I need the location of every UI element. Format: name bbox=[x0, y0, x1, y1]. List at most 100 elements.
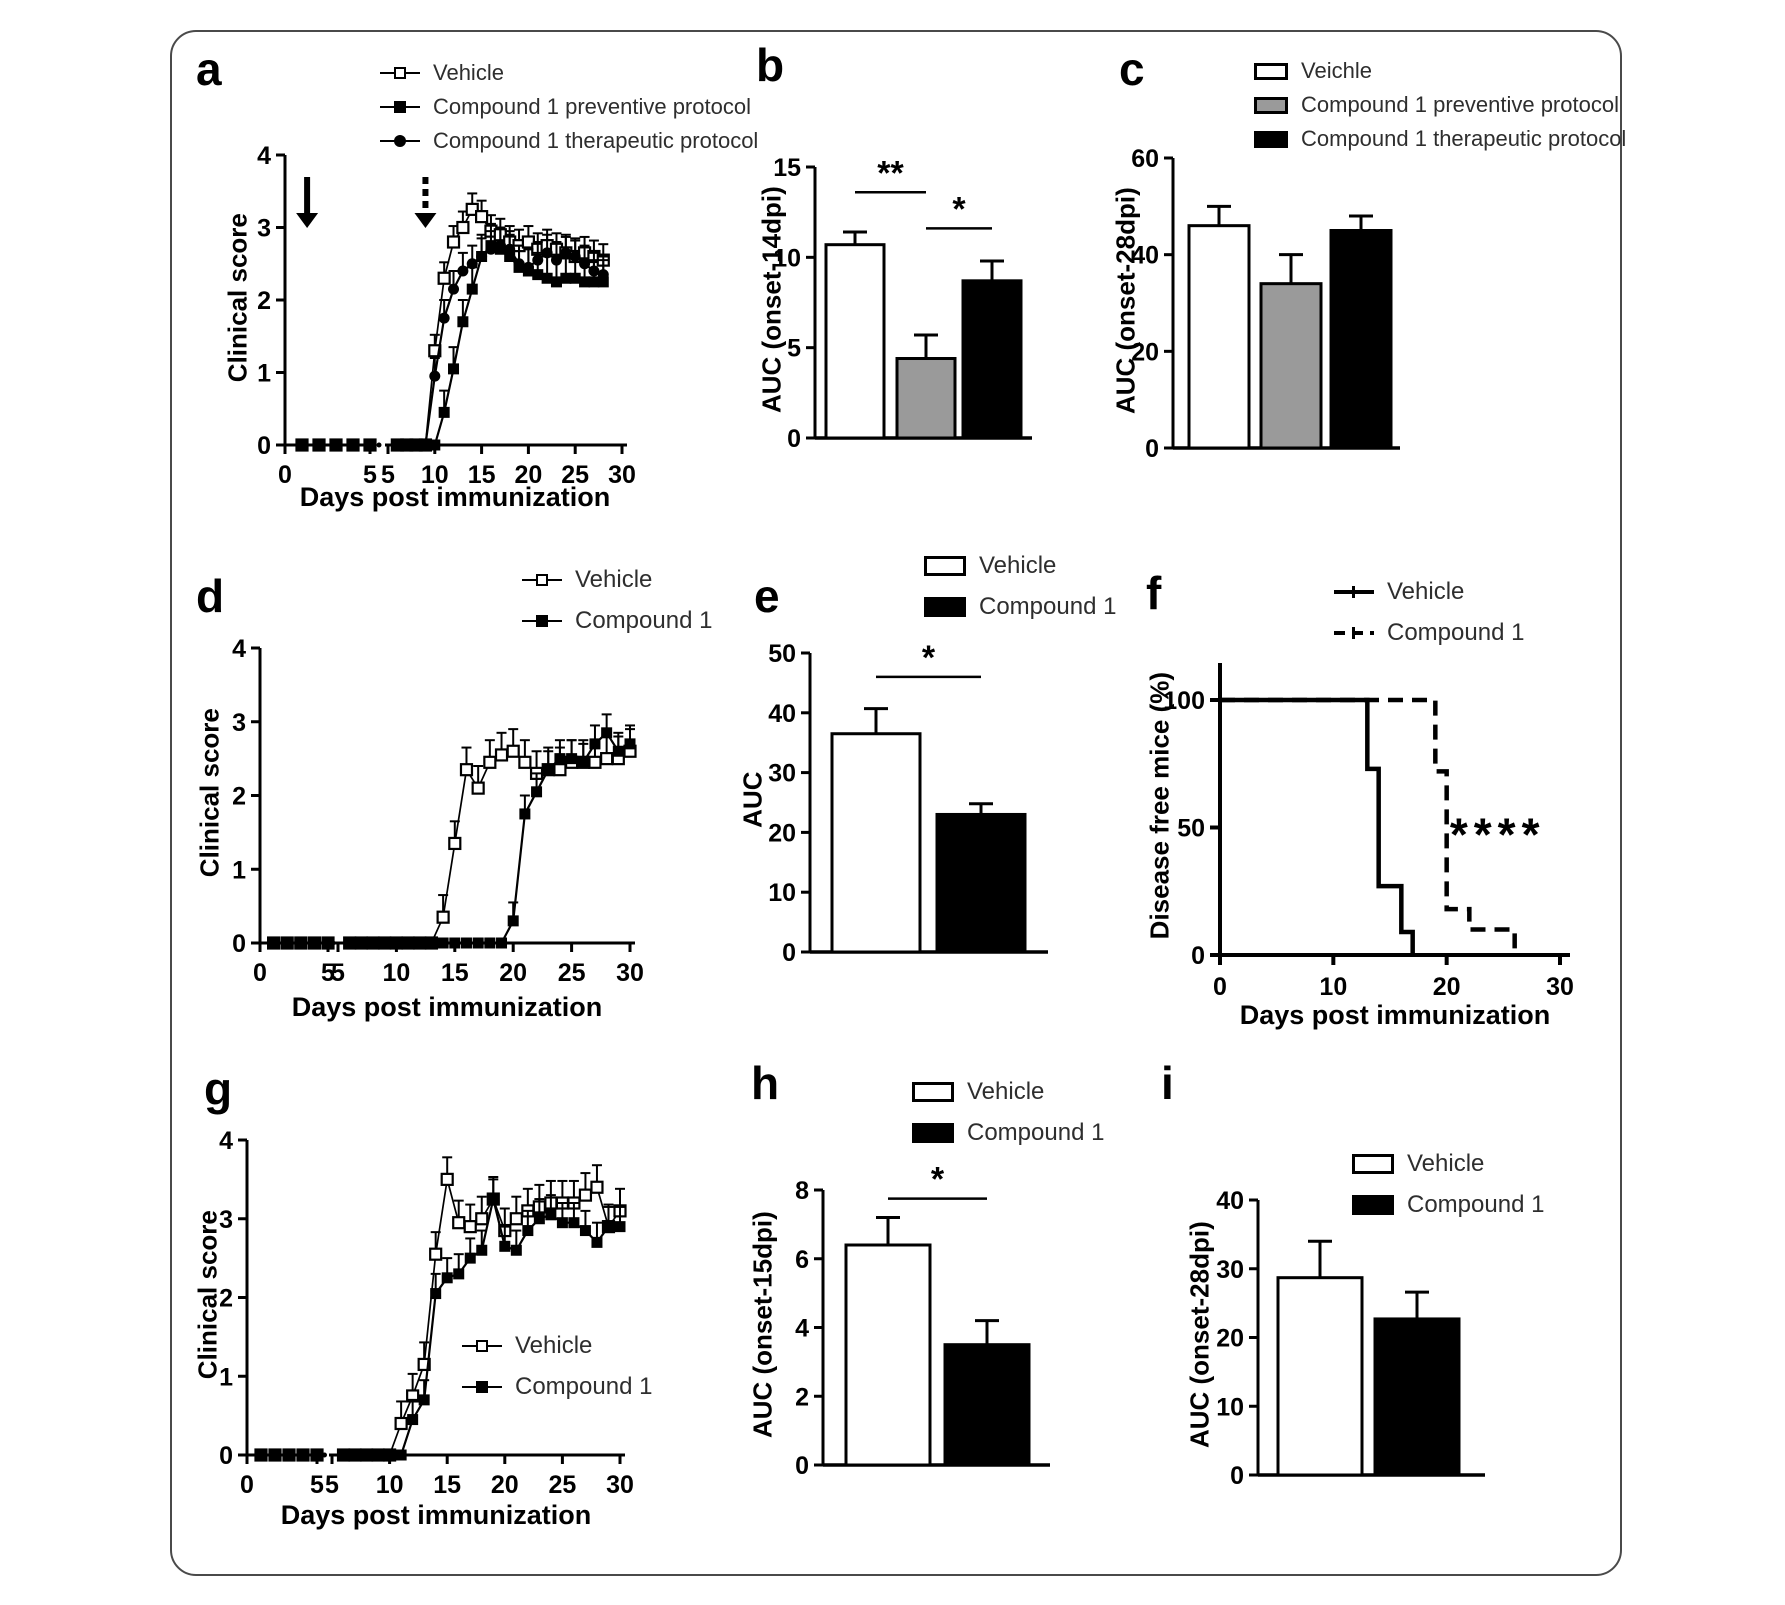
svg-text:30: 30 bbox=[768, 760, 796, 788]
legend-label: Compound 1 bbox=[515, 1373, 653, 1400]
panel-c-legend: Veichle Compound 1 preventive protocol C… bbox=[1254, 58, 1626, 160]
line-open-square-icon bbox=[462, 1336, 502, 1356]
legend-item: Vehicle bbox=[522, 566, 712, 594]
legend-item: Compound 1 bbox=[924, 593, 1116, 621]
legend-item: Vehicle bbox=[924, 552, 1116, 580]
svg-text:15: 15 bbox=[773, 154, 801, 182]
svg-text:5: 5 bbox=[381, 461, 395, 489]
panel-b-letter: b bbox=[756, 39, 785, 91]
svg-text:15: 15 bbox=[441, 959, 469, 987]
white-box-icon bbox=[1352, 1154, 1394, 1174]
black-box-icon bbox=[912, 1123, 954, 1143]
line-filled-square-icon bbox=[380, 97, 420, 117]
panel-h-legend: Vehicle Compound 1 bbox=[912, 1078, 1104, 1160]
svg-text:40: 40 bbox=[768, 700, 796, 728]
svg-text:0: 0 bbox=[278, 461, 292, 489]
svg-text:8: 8 bbox=[795, 1177, 809, 1205]
legend-label: Vehicle bbox=[967, 1078, 1045, 1105]
black-box-icon bbox=[1254, 130, 1288, 148]
legend-label: Vehicle bbox=[1387, 578, 1465, 605]
panel-f-legend: Vehicle Compound 1 bbox=[1334, 578, 1524, 660]
svg-text:10: 10 bbox=[1319, 973, 1347, 1001]
svg-text:30: 30 bbox=[606, 1471, 634, 1499]
legend-label: Compound 1 preventive protocol bbox=[433, 94, 751, 119]
svg-text:30: 30 bbox=[1546, 973, 1574, 1001]
panel-g-x-axis-title: Days post immunization bbox=[280, 1500, 592, 1530]
svg-text:****: **** bbox=[1450, 808, 1546, 860]
svg-text:3: 3 bbox=[219, 1206, 233, 1234]
legend-label: Compound 1 therapeutic protocol bbox=[433, 128, 759, 153]
svg-text:0: 0 bbox=[257, 432, 271, 460]
svg-text:20: 20 bbox=[1131, 338, 1159, 366]
svg-text:15: 15 bbox=[433, 1471, 461, 1499]
svg-text:20: 20 bbox=[1433, 973, 1461, 1001]
svg-text:20: 20 bbox=[499, 959, 527, 987]
legend-item: Compound 1 bbox=[462, 1373, 652, 1401]
svg-text:*: * bbox=[931, 1161, 945, 1199]
panel-i-y-axis-title: AUC (onset-28dpi) bbox=[1184, 1221, 1215, 1449]
legend-label: Compound 1 bbox=[1407, 1191, 1545, 1218]
line-filled-square-icon bbox=[462, 1377, 502, 1397]
svg-text:40: 40 bbox=[1131, 242, 1159, 270]
svg-text:3: 3 bbox=[232, 709, 246, 737]
svg-text:6: 6 bbox=[795, 1246, 809, 1274]
svg-text:0: 0 bbox=[219, 1442, 233, 1470]
black-box-icon bbox=[1352, 1195, 1394, 1215]
dashed-line-icon bbox=[1334, 623, 1374, 643]
svg-text:4: 4 bbox=[795, 1315, 809, 1343]
svg-text:*: * bbox=[952, 190, 966, 228]
svg-text:20: 20 bbox=[514, 461, 542, 489]
svg-text:15: 15 bbox=[468, 461, 496, 489]
legend-label: Veichle bbox=[1301, 58, 1372, 83]
svg-text:5: 5 bbox=[325, 1471, 339, 1499]
svg-text:25: 25 bbox=[548, 1471, 576, 1499]
svg-text:100: 100 bbox=[1163, 687, 1205, 715]
solid-line-icon bbox=[1334, 582, 1374, 602]
svg-text:3: 3 bbox=[257, 215, 271, 243]
svg-text:10: 10 bbox=[382, 959, 410, 987]
panel-a-x-axis-title: Days post immunization bbox=[299, 482, 611, 512]
legend-item: Vehicle bbox=[912, 1078, 1104, 1106]
panel-h-letter: h bbox=[751, 1057, 780, 1109]
svg-text:25: 25 bbox=[561, 461, 589, 489]
svg-text:*: * bbox=[922, 639, 936, 677]
panel-h-y-axis-title: AUC (onset-15dpi) bbox=[747, 1211, 778, 1439]
panel-e-legend: Vehicle Compound 1 bbox=[924, 552, 1116, 634]
legend-label: Vehicle bbox=[515, 1332, 593, 1359]
legend-item: Vehicle bbox=[1352, 1150, 1544, 1178]
legend-item: Compound 1 therapeutic protocol bbox=[380, 128, 758, 154]
panel-e-y-axis-title: AUC bbox=[737, 771, 768, 828]
line-filled-square-icon bbox=[522, 611, 562, 631]
svg-text:10: 10 bbox=[773, 244, 801, 272]
legend-label: Compound 1 bbox=[575, 607, 713, 634]
legend-item: Vehicle bbox=[380, 60, 758, 86]
panel-d-letter: d bbox=[196, 570, 225, 622]
svg-text:1: 1 bbox=[232, 856, 246, 884]
legend-item: Compound 1 therapeutic protocol bbox=[1254, 126, 1626, 152]
svg-text:4: 4 bbox=[219, 1127, 233, 1155]
svg-text:4: 4 bbox=[232, 635, 246, 663]
panel-g-letter: g bbox=[204, 1063, 233, 1115]
svg-text:60: 60 bbox=[1131, 145, 1159, 173]
legend-item: Compound 1 bbox=[1334, 619, 1524, 647]
legend-item: Veichle bbox=[1254, 58, 1626, 84]
line-open-square-icon bbox=[522, 570, 562, 590]
svg-text:0: 0 bbox=[1145, 435, 1159, 463]
svg-text:0: 0 bbox=[1213, 973, 1227, 1001]
svg-text:10: 10 bbox=[1216, 1393, 1244, 1421]
svg-text:40: 40 bbox=[1216, 1187, 1244, 1215]
panel-d-legend: Vehicle Compound 1 bbox=[522, 566, 712, 648]
panel-i-legend: Vehicle Compound 1 bbox=[1352, 1150, 1544, 1232]
svg-text:**: ** bbox=[877, 154, 904, 192]
line-open-square-icon bbox=[380, 63, 420, 83]
panel-d-x-axis-title: Days post immunization bbox=[291, 992, 603, 1022]
legend-item: Compound 1 bbox=[522, 607, 712, 635]
legend-label: Vehicle bbox=[1407, 1150, 1485, 1177]
svg-text:5: 5 bbox=[310, 1471, 324, 1499]
svg-text:30: 30 bbox=[1216, 1256, 1244, 1284]
svg-text:5: 5 bbox=[321, 959, 335, 987]
legend-item: Vehicle bbox=[1334, 578, 1524, 606]
legend-item: Compound 1 bbox=[912, 1119, 1104, 1147]
panel-f-letter: f bbox=[1146, 567, 1162, 619]
